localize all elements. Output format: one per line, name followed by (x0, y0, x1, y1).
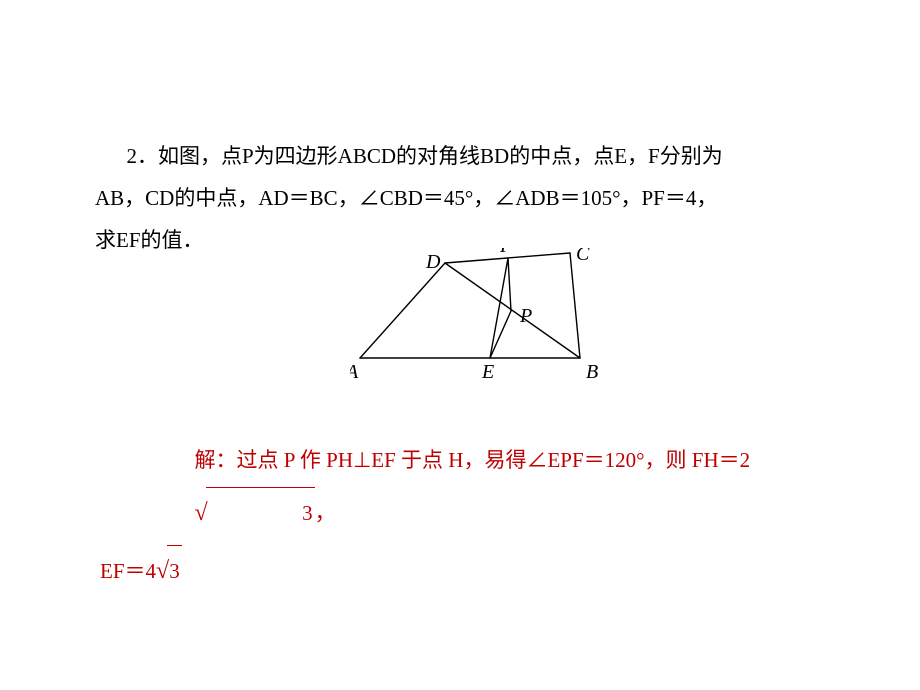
sqrt-symbol: √3 (156, 543, 182, 601)
solution-line-2: EF＝4√3 (100, 543, 840, 601)
svg-text:D: D (425, 251, 441, 273)
sqrt-radicand-2: 3 (167, 545, 182, 596)
problem-line-1: 2．如图，点P为四边形ABCD的对角线BD的中点，点E，F分别为 (95, 135, 835, 177)
svg-text:F: F (499, 248, 513, 257)
sqrt-radicand-1: 3 (206, 487, 315, 538)
problem-text: 2．如图，点P为四边形ABCD的对角线BD的中点，点E，F分别为 AB，CD的中… (95, 135, 835, 261)
svg-text:A: A (350, 361, 359, 383)
problem-line-2: AB，CD的中点，AD＝BC，∠CBD＝45°，∠ADB＝105°，PF＝4， (95, 177, 835, 219)
svg-text:P: P (519, 305, 532, 327)
solution-l1-suffix: ， (315, 501, 336, 525)
sqrt-symbol: √3 (100, 485, 315, 543)
solution-text: 解：过点 P 作 PH⊥EF 于点 H，易得∠EPF＝120°，则 FH＝2 √3… (100, 435, 840, 601)
svg-text:C: C (576, 248, 590, 265)
solution-line-1: 解：过点 P 作 PH⊥EF 于点 H，易得∠EPF＝120°，则 FH＝2 √3… (100, 435, 840, 543)
figure-svg: A B C D E F P (350, 248, 620, 388)
geometry-figure: A B C D E F P (350, 248, 620, 393)
solution-l1-prefix: 解：过点 P 作 PH⊥EF 于点 H，易得∠EPF＝120°，则 FH＝2 (195, 448, 751, 472)
solution-l2-prefix: EF＝4 (100, 559, 156, 583)
svg-text:B: B (586, 361, 598, 383)
svg-text:E: E (481, 361, 494, 383)
